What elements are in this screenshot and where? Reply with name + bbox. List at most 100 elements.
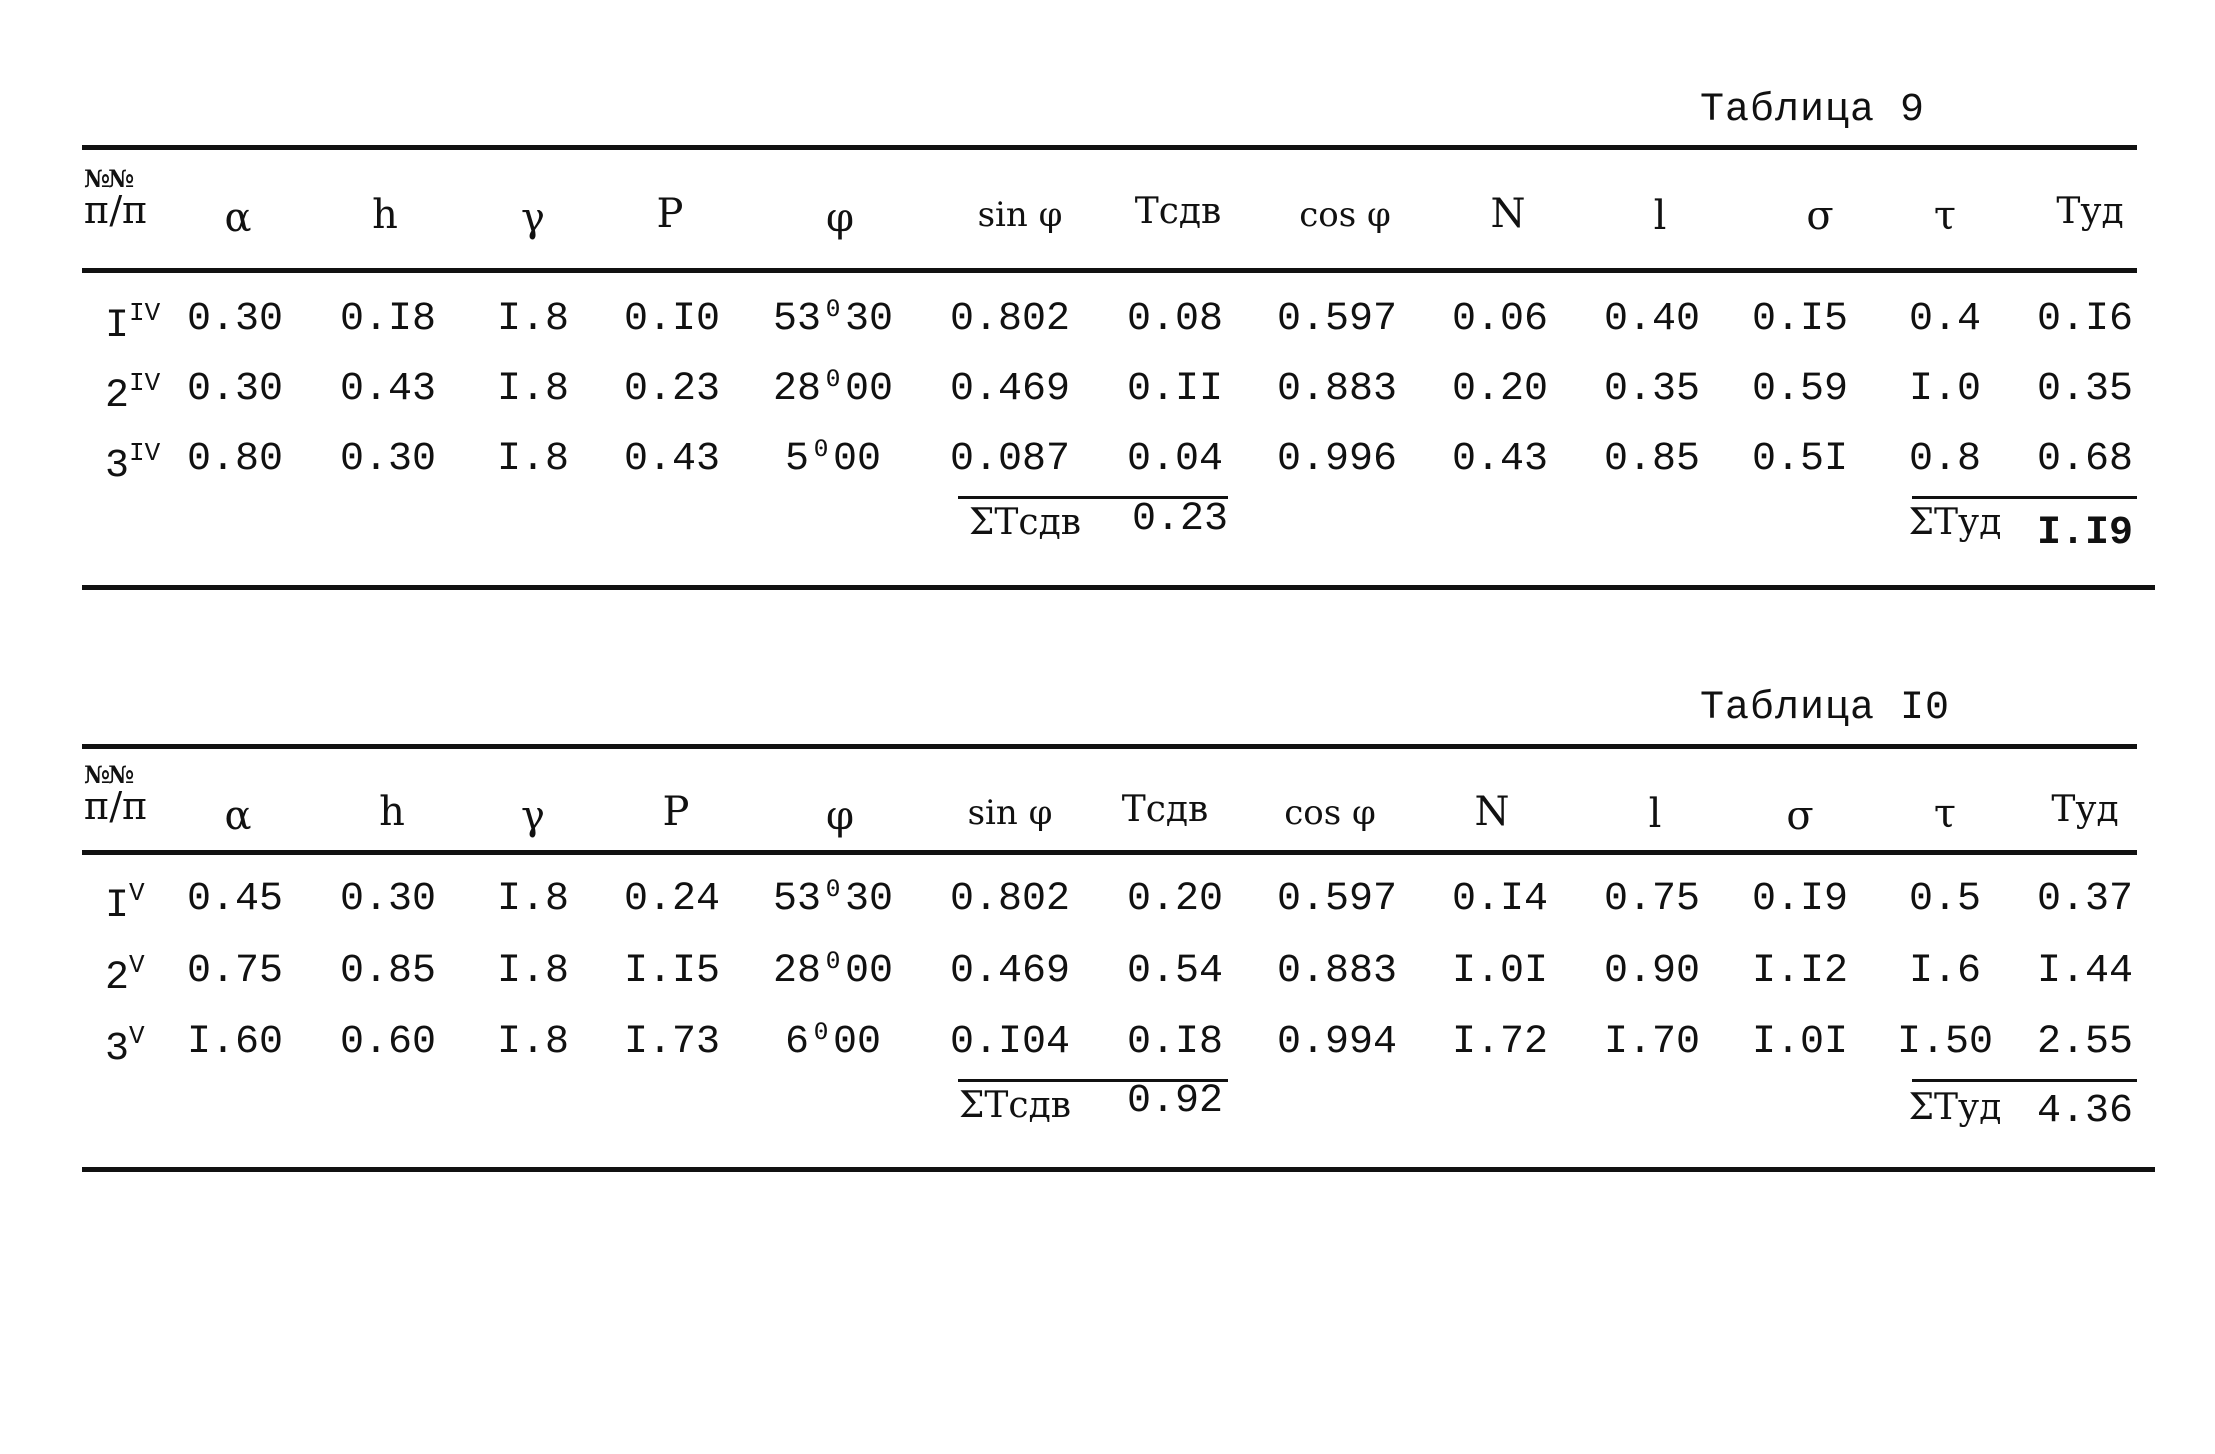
cell-t-ud: 0.37 bbox=[2036, 877, 2134, 922]
cell-t-ud: 0.35 bbox=[2036, 367, 2134, 412]
cell-h: 0.I8 bbox=[339, 297, 437, 342]
row-mark: V bbox=[129, 950, 145, 980]
row-label: IIV bbox=[105, 300, 160, 347]
cell-t-ud: 0.68 bbox=[2036, 437, 2134, 482]
row-mark: V bbox=[129, 878, 145, 908]
row-mark: IV bbox=[129, 438, 161, 468]
sum-tud-value: I.I9 bbox=[2036, 511, 2134, 556]
sum-rule-tud bbox=[1912, 496, 2137, 499]
cell-tau: 0.4 bbox=[1908, 297, 1982, 342]
header-sigma: σ bbox=[1786, 793, 1814, 839]
cell-n: I.0I bbox=[1451, 949, 1549, 994]
cell-h: 0.85 bbox=[339, 949, 437, 994]
cell-tau: I.6 bbox=[1908, 949, 1982, 994]
cell-p: 0.I0 bbox=[623, 297, 721, 342]
header-cos-phi: cos φ bbox=[1284, 793, 1376, 833]
cell-n: 0.I4 bbox=[1451, 877, 1549, 922]
header-rule bbox=[82, 268, 2137, 273]
cell-h: 0.60 bbox=[339, 1020, 437, 1065]
header-n: N bbox=[1474, 789, 1510, 835]
cell-t-sdv: 0.20 bbox=[1126, 877, 1224, 922]
pp-label: п/п bbox=[84, 784, 148, 828]
cell-phi: 28⁰00 bbox=[772, 949, 894, 994]
cell-cos-phi: 0.597 bbox=[1276, 877, 1398, 922]
table-title: Таблица I0 bbox=[1700, 686, 1951, 731]
number-sign: №№ bbox=[84, 760, 134, 789]
cell-alpha: I.60 bbox=[186, 1020, 284, 1065]
cell-gamma: I.8 bbox=[496, 877, 570, 922]
header-sin-phi: sin φ bbox=[967, 793, 1053, 833]
cell-t-sdv: 0.II bbox=[1126, 367, 1224, 412]
cell-sigma: 0.5I bbox=[1751, 437, 1849, 482]
cell-gamma: I.8 bbox=[496, 297, 570, 342]
cell-t-ud: I.44 bbox=[2036, 949, 2134, 994]
row-number: 3 bbox=[105, 1027, 130, 1072]
sum-tsdv-value: 0.23 bbox=[1131, 497, 1229, 542]
sum-rule-tud bbox=[1912, 1079, 2137, 1082]
header-gamma: γ bbox=[521, 195, 545, 241]
cell-cos-phi: 0.994 bbox=[1276, 1020, 1398, 1065]
header-alpha: α bbox=[224, 793, 252, 839]
table-bottom-rule bbox=[82, 1167, 2155, 1172]
sum-rule-tsdv bbox=[958, 496, 1228, 499]
header-tau: τ bbox=[1933, 193, 1957, 239]
cell-alpha: 0.30 bbox=[186, 297, 284, 342]
cell-n: I.72 bbox=[1451, 1020, 1549, 1065]
cell-phi: 5⁰00 bbox=[784, 437, 882, 482]
row-number: 2 bbox=[105, 374, 130, 419]
cell-tau: I.50 bbox=[1896, 1020, 1994, 1065]
cell-sigma: I.I2 bbox=[1751, 949, 1849, 994]
cell-l: 0.75 bbox=[1603, 877, 1701, 922]
header-gamma: γ bbox=[521, 793, 545, 839]
cell-gamma: I.8 bbox=[496, 367, 570, 412]
header-sigma: σ bbox=[1806, 193, 1834, 239]
table-top-rule bbox=[82, 145, 2137, 150]
sum-tsdv-label: ΣTсдв bbox=[958, 1085, 1072, 1126]
cell-l: 0.85 bbox=[1603, 437, 1701, 482]
header-alpha: α bbox=[224, 195, 252, 241]
cell-sin-phi: 0.469 bbox=[949, 949, 1071, 994]
cell-gamma: I.8 bbox=[496, 437, 570, 482]
cell-l: 0.40 bbox=[1603, 297, 1701, 342]
cell-l: I.70 bbox=[1603, 1020, 1701, 1065]
cell-tau: I.0 bbox=[1908, 367, 1982, 412]
cell-p: 0.23 bbox=[623, 367, 721, 412]
header-sin-phi: sin φ bbox=[977, 195, 1063, 235]
number-sign: №№ bbox=[84, 164, 134, 193]
header-h: h bbox=[372, 192, 398, 238]
header-n: N bbox=[1490, 191, 1526, 237]
cell-sin-phi: 0.469 bbox=[949, 367, 1071, 412]
cell-alpha: 0.45 bbox=[186, 877, 284, 922]
sum-tud-value: 4.36 bbox=[2036, 1089, 2134, 1134]
cell-phi: 6⁰00 bbox=[784, 1020, 882, 1065]
header-l: l bbox=[1653, 193, 1667, 239]
cell-tau: 0.8 bbox=[1908, 437, 1982, 482]
cell-alpha: 0.80 bbox=[186, 437, 284, 482]
header-phi: φ bbox=[825, 793, 855, 839]
cell-l: 0.90 bbox=[1603, 949, 1701, 994]
header-rule bbox=[82, 850, 2137, 855]
cell-t-sdv: 0.I8 bbox=[1126, 1020, 1224, 1065]
cell-sin-phi: 0.087 bbox=[949, 437, 1071, 482]
cell-phi: 53⁰30 bbox=[772, 297, 894, 342]
pp-label: п/п bbox=[84, 188, 148, 232]
sum-tsdv-label: ΣTсдв bbox=[968, 502, 1082, 543]
header-phi: φ bbox=[825, 195, 855, 241]
row-number-header: №№ п/п bbox=[84, 760, 148, 828]
header-t-sdv: Tсдв bbox=[1121, 789, 1209, 830]
cell-h: 0.30 bbox=[339, 437, 437, 482]
cell-n: 0.43 bbox=[1451, 437, 1549, 482]
cell-n: 0.06 bbox=[1451, 297, 1549, 342]
row-label: 3V bbox=[105, 1023, 145, 1070]
cell-t-sdv: 0.08 bbox=[1126, 297, 1224, 342]
row-number: I bbox=[105, 304, 130, 349]
cell-l: 0.35 bbox=[1603, 367, 1701, 412]
cell-t-sdv: 0.54 bbox=[1126, 949, 1224, 994]
cell-p: I.I5 bbox=[623, 949, 721, 994]
cell-t-ud: 2.55 bbox=[2036, 1020, 2134, 1065]
cell-p: I.73 bbox=[623, 1020, 721, 1065]
header-p: P bbox=[662, 789, 690, 835]
header-tau: τ bbox=[1933, 791, 1957, 837]
cell-cos-phi: 0.883 bbox=[1276, 949, 1398, 994]
cell-cos-phi: 0.996 bbox=[1276, 437, 1398, 482]
